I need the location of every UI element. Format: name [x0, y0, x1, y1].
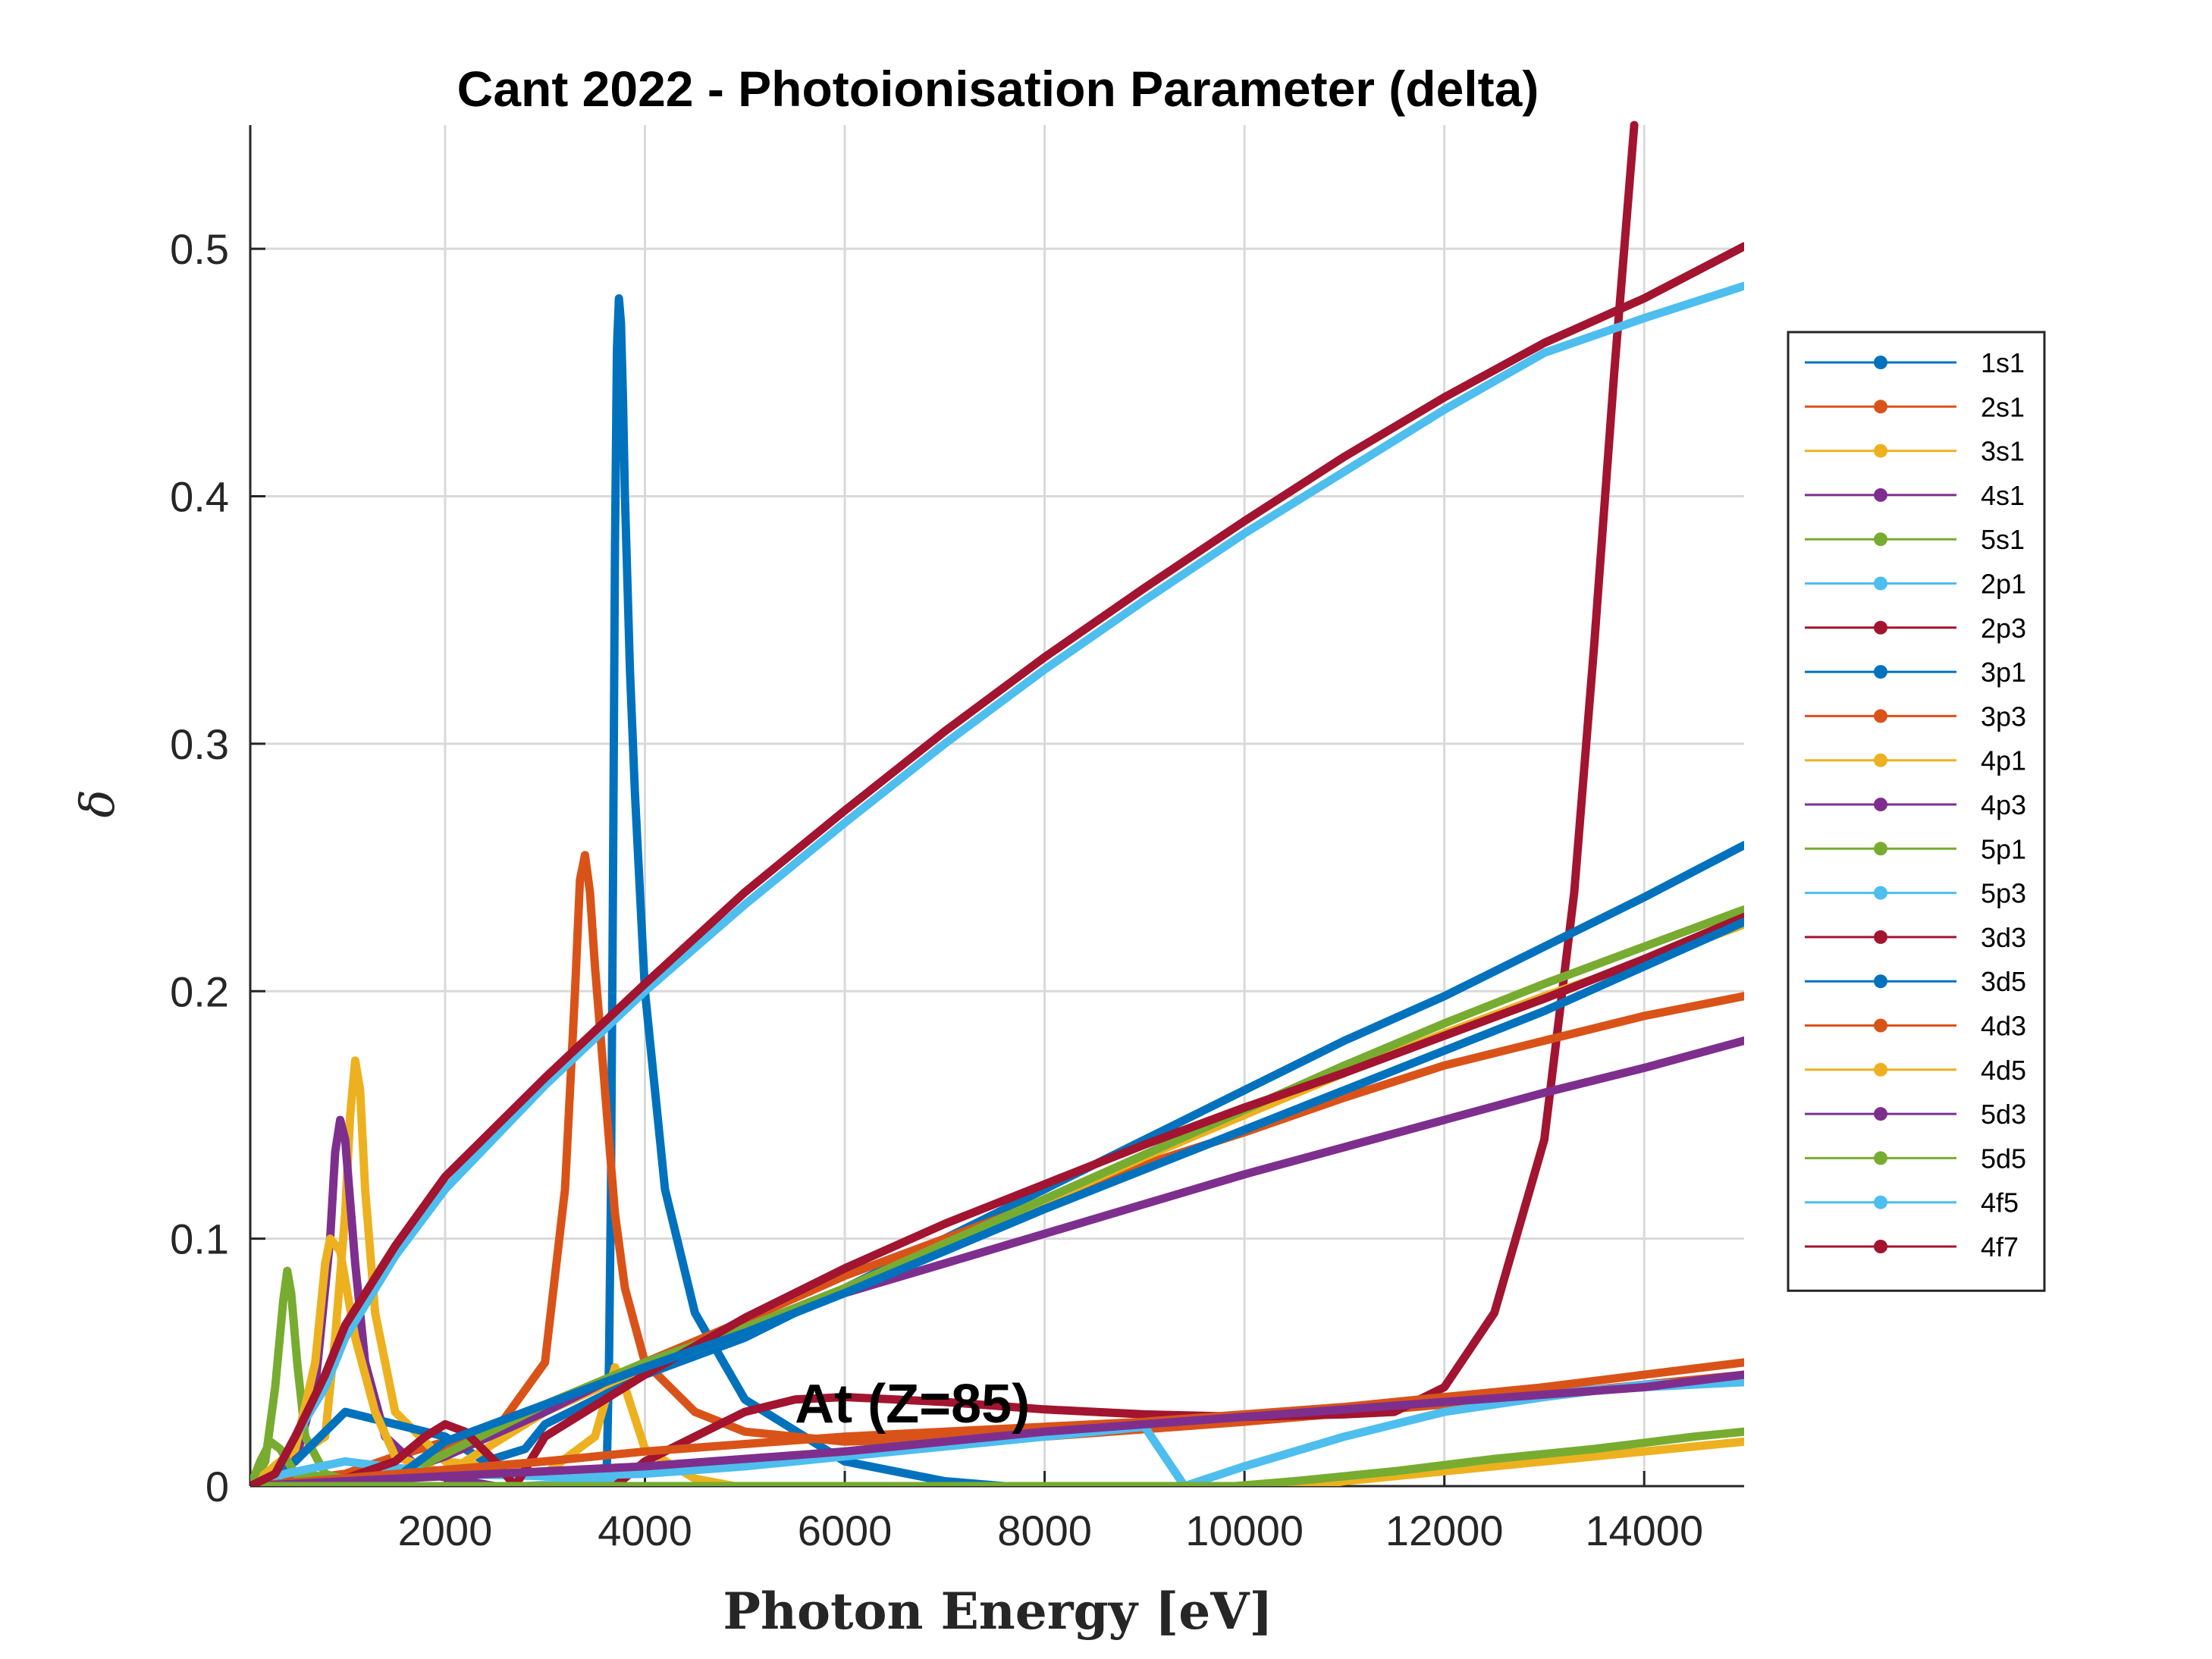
- legend-swatch-marker: [1874, 444, 1887, 458]
- legend-box: [1787, 331, 2046, 1292]
- y-tick-label: 0.3: [170, 720, 229, 768]
- series-line-3d3: [250, 912, 1744, 1486]
- legend-label: 4d3: [1981, 1011, 2026, 1042]
- legend-swatch-marker: [1874, 1062, 1887, 1077]
- legend-label: 3d5: [1981, 966, 2026, 997]
- legend-swatch-marker: [1874, 798, 1887, 811]
- series-line-4f7: [250, 242, 1744, 1486]
- legend-swatch-marker: [1874, 709, 1887, 723]
- legend-swatch-marker: [1874, 886, 1887, 900]
- legend-label: 5d3: [1981, 1099, 2026, 1130]
- legend-label: 5s1: [1981, 524, 2025, 555]
- x-tick-label: 4000: [598, 1507, 692, 1554]
- legend-swatch-marker: [1874, 356, 1887, 369]
- legend-label: 3p3: [1981, 701, 2026, 732]
- chart-title: Cant 2022 - Photoionisation Parameter (d…: [457, 61, 1539, 117]
- legend-swatch-marker: [1874, 974, 1887, 989]
- legend-label: 5d5: [1981, 1143, 2026, 1174]
- legend-label: 2s1: [1981, 391, 2025, 422]
- legend-label: 4s1: [1981, 480, 2025, 511]
- series-line-4d5: [250, 1437, 1744, 1486]
- x-tick-label: 2000: [398, 1507, 493, 1554]
- legend-label: 1s1: [1981, 347, 2025, 378]
- legend-swatch-marker: [1874, 1107, 1887, 1121]
- y-axis-label: δ: [70, 789, 125, 817]
- series-line-5d5: [250, 1427, 1744, 1486]
- legend-swatch-marker: [1874, 576, 1887, 591]
- x-axis-label: Photon Energy [eV]: [723, 1582, 1272, 1641]
- x-tick-label: 6000: [798, 1507, 893, 1554]
- series-lines: [250, 121, 1744, 1486]
- legend-label: 2p1: [1981, 569, 2026, 600]
- legend-label: 3p1: [1981, 657, 2026, 688]
- y-tick-label: 0: [206, 1463, 229, 1510]
- legend-label: 2p3: [1981, 613, 2026, 644]
- legend-label: 4p3: [1981, 789, 2026, 820]
- legend-swatch-marker: [1874, 532, 1887, 547]
- legend-swatch-marker: [1874, 930, 1887, 944]
- legend-swatch-marker: [1874, 753, 1887, 767]
- legend-swatch-marker: [1874, 400, 1887, 414]
- series-line-5d3: [250, 1370, 1744, 1486]
- legend-swatch-marker: [1874, 1240, 1887, 1253]
- series-line-4p3: [250, 1036, 1744, 1486]
- x-tick-label: 10000: [1185, 1507, 1304, 1554]
- legend-swatch-marker: [1874, 1018, 1887, 1033]
- x-tick-label: 12000: [1385, 1507, 1504, 1554]
- annotation-text: At (Z=85): [795, 1374, 1030, 1435]
- y-tick-label: 0.4: [170, 473, 229, 521]
- x-tick-label: 8000: [997, 1507, 1092, 1554]
- legend-swatch-marker: [1874, 620, 1887, 635]
- x-tick-label: 14000: [1585, 1507, 1703, 1554]
- series-line-3s1: [250, 1056, 739, 1486]
- legend-label: 4p1: [1981, 745, 2026, 776]
- legend-swatch-marker: [1874, 1195, 1887, 1209]
- legend: 1s1 2s1 3s1 4s1 5s1 2p1 2p3 3p1 3p3 4p1 4p3 5p1 5p3 3…: [1787, 331, 2046, 1292]
- series-line-1s1: [250, 294, 1009, 1486]
- series-line-4f5: [250, 281, 1744, 1486]
- series-line-5s1: [250, 1266, 369, 1486]
- y-tick-label: 0.5: [170, 225, 229, 273]
- legend-label: 3d3: [1981, 922, 2026, 953]
- legend-swatch-marker: [1874, 1151, 1887, 1165]
- y-tick-label: 0.2: [170, 967, 229, 1015]
- legend-label: 4f5: [1981, 1187, 2019, 1218]
- legend-swatch-marker: [1874, 665, 1887, 679]
- legend-swatch-marker: [1874, 842, 1887, 856]
- y-tick-label: 0.1: [170, 1215, 229, 1263]
- legend-swatch-marker: [1874, 488, 1887, 502]
- legend-label: 3s1: [1981, 436, 2025, 467]
- legend-label: 5p3: [1981, 878, 2026, 909]
- legend-label: 4d5: [1981, 1055, 2026, 1086]
- legend-label: 4f7: [1981, 1231, 2019, 1262]
- legend-label: 5p1: [1981, 833, 2026, 864]
- series-line-3d5: [250, 917, 1744, 1486]
